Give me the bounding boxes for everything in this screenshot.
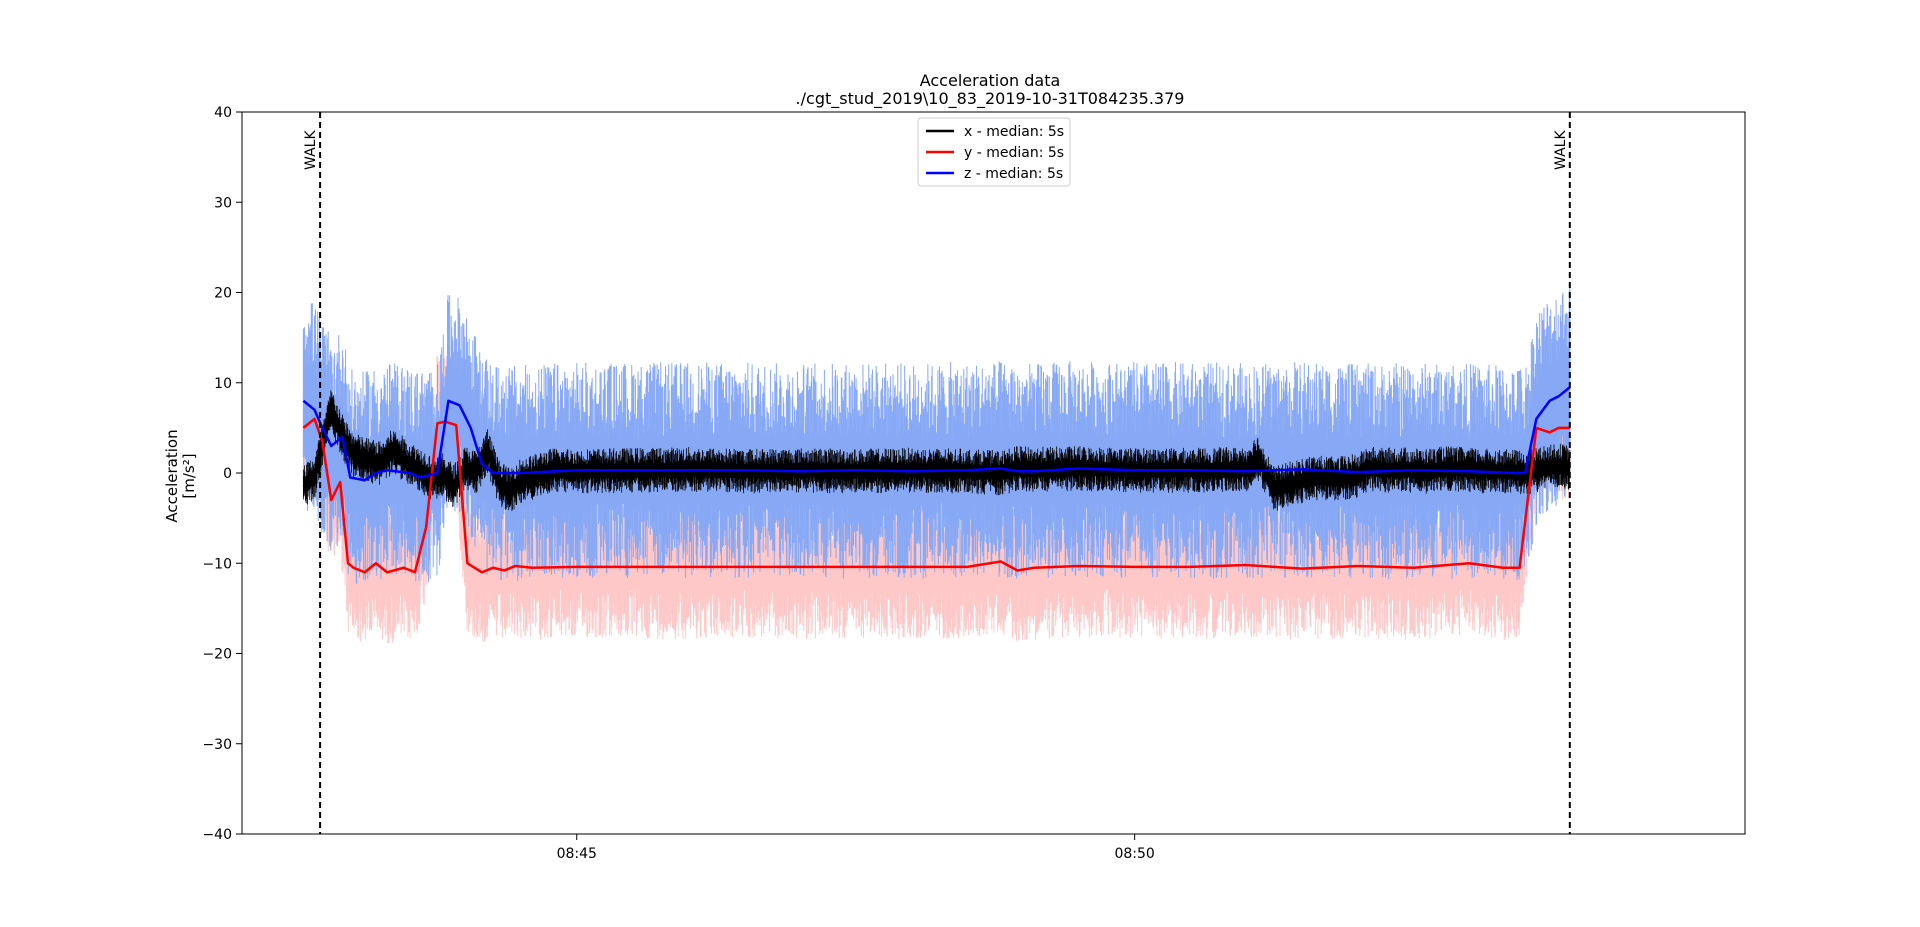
x-tick-label: 08:45 <box>557 846 597 862</box>
y-tick-label: 10 <box>214 376 232 392</box>
x-tick-label: 08:50 <box>1114 846 1154 862</box>
y-tick-label: −30 <box>202 737 232 753</box>
y-tick-label: −40 <box>202 827 232 843</box>
y-median-line <box>302 417 1570 574</box>
y-axis: −40 −30 −20 −10 0 10 20 30 40 <box>202 105 242 843</box>
walk-marker-label-1: WALK <box>303 130 319 170</box>
chart-subtitle: ./cgt_stud_2019\10_83_2019-10-31T084235.… <box>796 89 1185 109</box>
legend-label-z: z - median: 5s <box>964 166 1063 182</box>
y-tick-label: 20 <box>214 286 232 302</box>
y-axis-label-line2: [m/s²] <box>180 453 198 498</box>
y-axis-label-line1: Acceleration <box>163 429 181 522</box>
y-tick-label: 40 <box>214 105 232 121</box>
legend-box <box>917 117 1071 187</box>
legend-label-y: y - median: 5s <box>964 145 1064 161</box>
plot-area: WALK WALK <box>302 112 1571 834</box>
legend-label-x: x - median: 5s <box>964 124 1064 140</box>
y-tick-label: −10 <box>202 556 232 572</box>
walk-marker-label-2: WALK <box>1553 130 1569 170</box>
y-tick-label: 0 <box>223 466 232 482</box>
y-tick-label: −20 <box>202 647 232 663</box>
x-axis: 08:45 08:50 <box>557 834 1155 862</box>
y-tick-label: 30 <box>214 195 232 211</box>
legend: x - median: 5s y - median: 5s z - median… <box>917 117 1071 187</box>
chart-title: Acceleration data <box>920 71 1061 90</box>
z-median-line <box>302 386 1571 482</box>
